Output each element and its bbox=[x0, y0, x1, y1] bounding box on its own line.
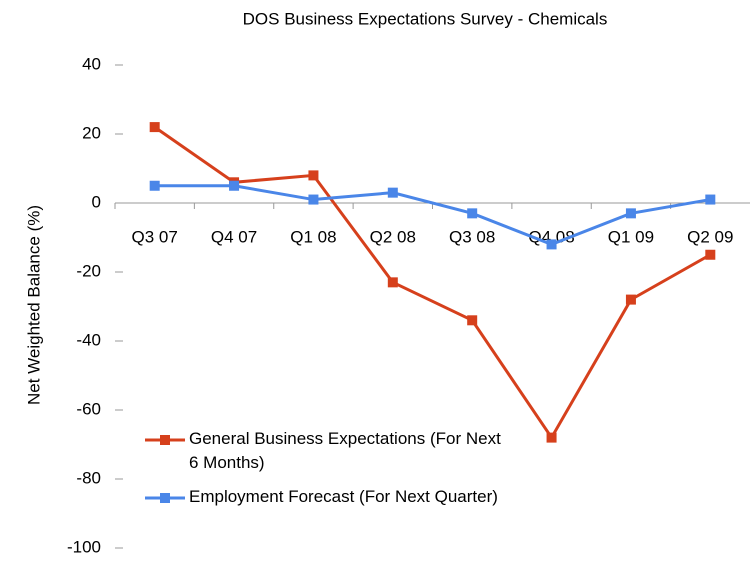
legend-label: Employment Forecast (For Next Quarter) bbox=[189, 487, 498, 506]
x-tick-label: Q1 08 bbox=[290, 227, 336, 246]
x-tick-label: Q4 08 bbox=[528, 227, 574, 246]
y-tick-label: 20 bbox=[82, 123, 101, 142]
data-point bbox=[467, 315, 478, 326]
legend-item: General Business Expectations (For Next … bbox=[189, 429, 501, 472]
x-tick-label: Q3 08 bbox=[449, 227, 495, 246]
legend-label: General Business Expectations (For Next … bbox=[189, 429, 501, 472]
x-tick-label: Q3 07 bbox=[132, 227, 178, 246]
legend-item: Employment Forecast (For Next Quarter) bbox=[189, 487, 498, 506]
data-point bbox=[308, 170, 319, 181]
y-tick-label: -40 bbox=[76, 330, 101, 349]
y-tick-label: -100 bbox=[67, 537, 101, 556]
data-point bbox=[625, 208, 636, 219]
series-line bbox=[154, 184, 711, 247]
legend-marker bbox=[160, 435, 170, 445]
y-tick-label: 0 bbox=[92, 192, 101, 211]
data-point bbox=[546, 432, 557, 443]
chart-title: DOS Business Expectations Survey - Chemi… bbox=[243, 9, 608, 28]
data-point bbox=[149, 122, 160, 133]
legend-marker bbox=[160, 493, 170, 503]
x-tick-label: Q2 09 bbox=[687, 227, 733, 246]
x-tick-label: Q4 07 bbox=[211, 227, 257, 246]
data-point bbox=[149, 180, 160, 191]
data-point bbox=[387, 187, 398, 198]
y-tick-label: -20 bbox=[76, 261, 101, 280]
series-line bbox=[153, 125, 712, 441]
data-point bbox=[308, 194, 319, 205]
y-tick-label: 40 bbox=[82, 54, 101, 73]
data-point bbox=[625, 294, 636, 305]
data-point bbox=[705, 194, 716, 205]
y-axis-label: Net Weighted Balance (%) bbox=[24, 205, 43, 405]
y-tick-label: -80 bbox=[76, 468, 101, 487]
x-tick-label: Q2 08 bbox=[370, 227, 416, 246]
data-point bbox=[229, 180, 240, 191]
data-point bbox=[705, 249, 716, 260]
y-tick-label: -60 bbox=[76, 399, 101, 418]
data-point bbox=[467, 208, 478, 219]
data-point bbox=[387, 277, 398, 288]
x-tick-label: Q1 09 bbox=[608, 227, 654, 246]
data-point bbox=[546, 239, 557, 250]
